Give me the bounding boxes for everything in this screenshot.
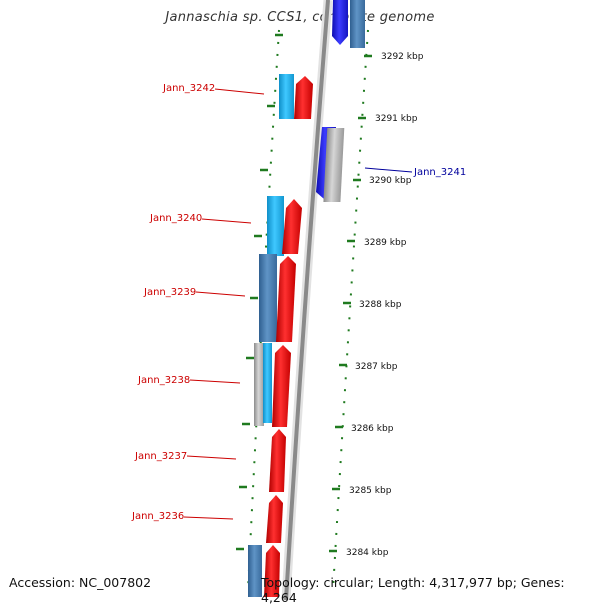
gene-steel-bottom [248, 545, 262, 597]
map-title: Jannaschia sp. CCS1, complete genome [165, 10, 435, 25]
right-major-ticks [329, 54, 372, 553]
genome-backbone-line [284, 0, 330, 600]
gene-jann-3241-gray [323, 128, 345, 202]
leader-line-jann-3238 [189, 379, 241, 384]
leader-line-jann-3236 [183, 516, 234, 520]
gene-jann-3238-gray [254, 343, 264, 426]
gene-jann-3236-red [266, 495, 283, 543]
gene-label-jann-3240[interactable]: Jann_3240 [149, 213, 202, 224]
left-major-ticks [236, 33, 283, 551]
gene-label-jann-3238[interactable]: Jann_3238 [137, 375, 190, 386]
gene-labels: Jann_3242 Jann_3241 Jann_3240 Jann_3239 … [131, 83, 466, 522]
gene-label-jann-3241[interactable]: Jann_3241 [413, 167, 466, 178]
leader-line-jann-3241 [364, 167, 413, 173]
gene-jann-3239-steel [259, 254, 277, 342]
scale-label: 3285 kbp [349, 486, 392, 496]
leader-line-jann-3239 [195, 291, 246, 297]
right-strand-guide [332, 29, 369, 591]
scale-labels: 3292 kbp 3291 kbp 3290 kbp 3289 kbp 3288… [346, 52, 424, 558]
gene-jann-3240-cyan [267, 196, 284, 256]
gene-jann-3240-red [282, 199, 302, 254]
gene-label-jann-3239[interactable]: Jann_3239 [143, 287, 196, 298]
topology-text: Topology: circular; Length: 4,317,977 bp… [261, 575, 565, 605]
gene-jann-3238-cyan [263, 343, 272, 423]
scale-label: 3284 kbp [346, 548, 389, 558]
gene-jann-3242-cyan [279, 74, 294, 119]
scale-label: 3292 kbp [381, 52, 424, 62]
gene-label-jann-3236[interactable]: Jann_3236 [131, 511, 184, 522]
scale-label: 3288 kbp [359, 300, 402, 310]
gene-label-jann-3237[interactable]: Jann_3237 [134, 451, 187, 462]
leader-line-jann-3240 [201, 218, 252, 224]
scale-label: 3287 kbp [355, 362, 398, 372]
scale-label: 3289 kbp [364, 238, 407, 248]
scale-label: 3290 kbp [369, 176, 412, 186]
gene-red-bottom [264, 545, 280, 597]
scale-label: 3286 kbp [351, 424, 394, 434]
gene-jann-3242-red [294, 76, 313, 119]
gene-label-jann-3242[interactable]: Jann_3242 [162, 83, 215, 94]
scale-label: 3291 kbp [375, 114, 418, 124]
leader-line-jann-3237 [186, 455, 237, 460]
left-strand-guide [247, 29, 280, 591]
gene-steel-top [350, 0, 365, 48]
accession-text: Accession: NC_007802 [9, 575, 152, 590]
leader-line-jann-3242 [214, 88, 265, 95]
gene-jann-3239-red [276, 256, 296, 342]
gene-jann-3238-red [272, 345, 291, 427]
gene-jann-3237-red [269, 429, 286, 492]
gene-blue-top [332, 0, 348, 45]
